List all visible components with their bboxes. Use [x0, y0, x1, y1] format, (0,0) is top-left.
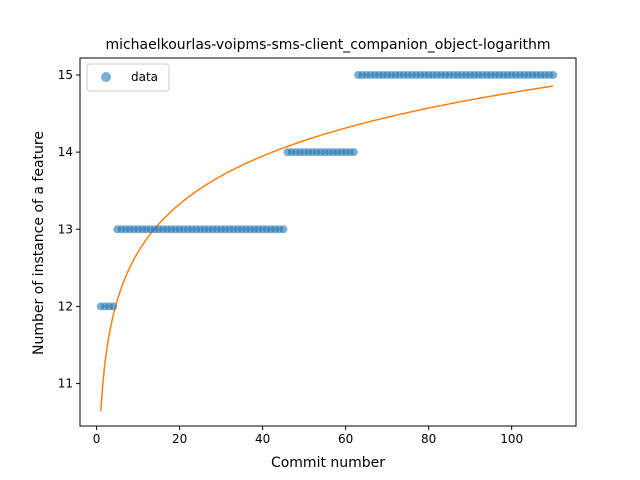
axes-frame [79, 57, 577, 427]
legend-marker-data [101, 72, 111, 82]
fit-layer [100, 85, 554, 412]
y-tick-label: 14 [58, 145, 73, 159]
x-tick-label: 60 [338, 432, 353, 446]
chart-title: michaelkourlas-voipms-sms-client_compani… [105, 37, 550, 53]
y-tick-label: 11 [58, 377, 73, 391]
data-point [549, 70, 558, 79]
legend: data [86, 63, 170, 92]
data-point [109, 302, 118, 311]
x-axis-ticks: 0 20 40 60 80 100 [93, 426, 523, 446]
fit-line [100, 85, 554, 412]
y-axis-ticks: 11 12 13 14 15 [58, 68, 80, 391]
x-tick-label: 40 [255, 432, 270, 446]
x-tick-label: 100 [500, 432, 523, 446]
legend-box [86, 63, 170, 92]
points-layer [96, 70, 558, 311]
x-tick-label: 20 [172, 432, 187, 446]
x-axis-label: Commit number [271, 455, 385, 471]
y-tick-label: 12 [58, 299, 73, 313]
x-tick-label: 80 [421, 432, 436, 446]
legend-label-data: data [131, 70, 158, 84]
y-tick-label: 13 [58, 222, 73, 236]
data-point [279, 225, 288, 234]
x-tick-label: 0 [93, 432, 101, 446]
data-point [349, 148, 358, 157]
y-axis-label: Number of instance of a feature [31, 131, 47, 355]
y-tick-label: 15 [58, 68, 73, 82]
